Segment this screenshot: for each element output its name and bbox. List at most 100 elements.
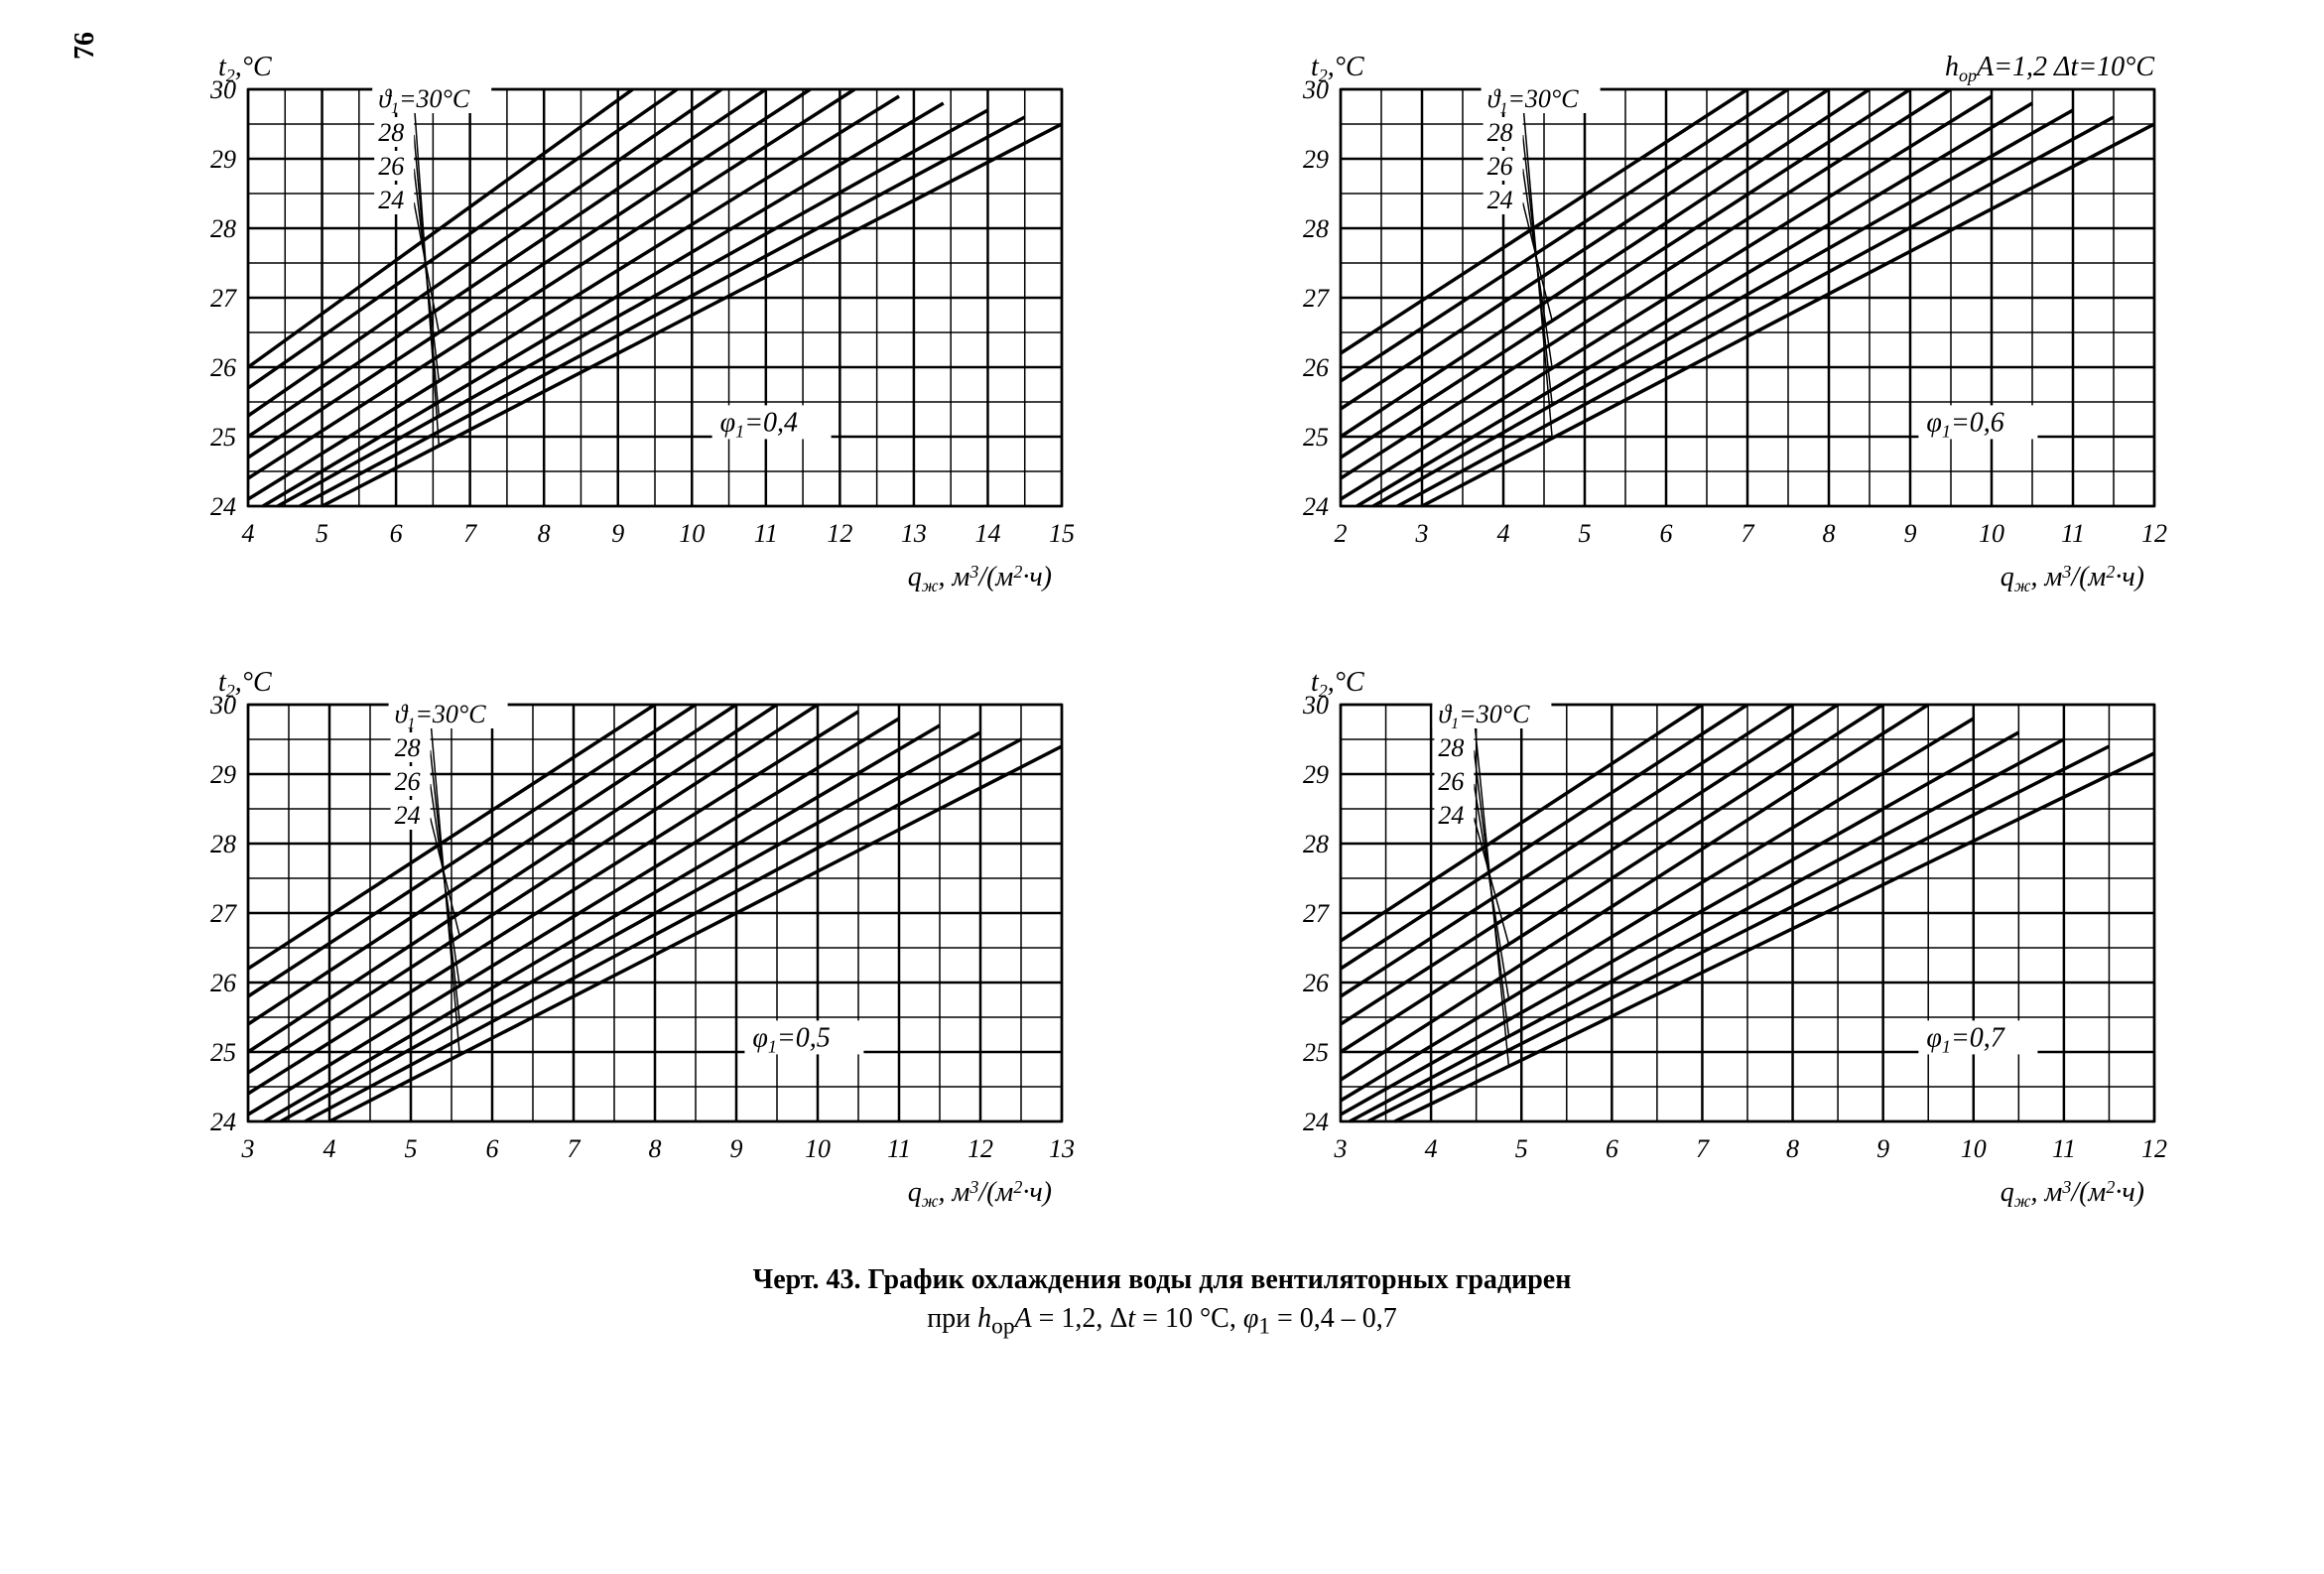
y-tick-label: 26: [210, 969, 236, 997]
x-tick-label: 11: [2061, 519, 2085, 548]
x-tick-label: 10: [805, 1134, 831, 1163]
series-label: 28: [1487, 118, 1513, 147]
y-tick-label: 29: [1303, 760, 1329, 789]
y-tick-label: 26: [1303, 969, 1329, 997]
series-line: [305, 739, 1021, 1121]
y-tick-label: 25: [1303, 1038, 1329, 1067]
y-tick-label: 27: [210, 284, 237, 313]
y-tick-label: 26: [1303, 353, 1329, 382]
chart-svg: 2425262728293023456789101112t2,°Cqж, м3/…: [1251, 40, 2184, 615]
series-label: 26: [395, 767, 421, 796]
x-tick-label: 15: [1049, 519, 1075, 548]
phi-label: φ1=0,6: [1926, 407, 2003, 441]
x-tick-label: 8: [649, 1134, 662, 1163]
y-tick-label: 28: [210, 830, 236, 858]
series-label: 24: [1487, 186, 1513, 214]
y-tick-label: 29: [1303, 145, 1329, 174]
chart-phi05: 24252627282930345678910111213t2,°Cqж, м3…: [159, 655, 1192, 1231]
y-tick-label: 25: [1303, 423, 1329, 452]
y-tick-label: 28: [210, 214, 236, 243]
y-tick-label: 29: [210, 760, 236, 789]
x-tick-label: 11: [2052, 1134, 2076, 1163]
chart-phi07: 242526272829303456789101112t2,°Cqж, м3/(…: [1251, 655, 2284, 1231]
series-label: 28: [395, 733, 421, 762]
series-line: [1373, 110, 2073, 506]
y-tick-label: 24: [210, 492, 236, 521]
y-tick-label: 25: [210, 423, 236, 452]
series-leader: [414, 169, 439, 381]
y-tick-label: 28: [1303, 214, 1329, 243]
x-tick-label: 12: [968, 1134, 993, 1163]
series-line: [281, 732, 980, 1121]
y-tick-label: 24: [1303, 1108, 1329, 1136]
x-tick-label: 9: [611, 519, 624, 548]
x-tick-label: 4: [323, 1134, 336, 1163]
x-tick-label: 14: [974, 519, 1000, 548]
series-line: [1350, 739, 2064, 1121]
series-line: [248, 89, 677, 388]
x-tick-label: 8: [1786, 1134, 1799, 1163]
page-number: 76: [69, 32, 101, 60]
x-tick-label: 6: [1660, 519, 1673, 548]
series-leader: [431, 784, 460, 985]
x-tick-label: 2: [1335, 519, 1348, 548]
y-tick-label: 27: [1303, 284, 1330, 313]
x-tick-label: 11: [887, 1134, 911, 1163]
series-label: 24: [1438, 801, 1464, 830]
chart-svg: 242526272829303456789101112t2,°Cqж, м3/(…: [1251, 655, 2184, 1231]
series-line: [1341, 705, 1747, 969]
y-axis-label: t2,°C: [1311, 667, 1364, 701]
series-label: 28: [1438, 733, 1464, 762]
series-label: 24: [395, 801, 421, 830]
y-tick-label: 25: [210, 1038, 236, 1067]
top-right-annotation: hорA=1,2 Δt=10°C: [1945, 52, 2154, 85]
chart-phi06: 2425262728293023456789101112t2,°Cqж, м3/…: [1251, 40, 2284, 615]
x-tick-label: 7: [1742, 519, 1755, 548]
x-tick-label: 9: [730, 1134, 743, 1163]
page-root: 76 24252627282930456789101112131415t2,°C…: [40, 40, 2284, 1343]
x-axis-label: qж, м3/(м2·ч): [2001, 562, 2144, 595]
y-axis-label: t2,°C: [218, 667, 272, 701]
x-tick-label: 7: [1696, 1134, 1710, 1163]
x-axis-label: qж, м3/(м2·ч): [908, 1177, 1052, 1211]
y-tick-label: 27: [210, 899, 237, 928]
series-line: [1341, 705, 1928, 1080]
y-tick-label: 26: [210, 353, 236, 382]
x-tick-label: 9: [1904, 519, 1917, 548]
x-tick-label: 11: [754, 519, 778, 548]
x-tick-label: 8: [1823, 519, 1836, 548]
y-tick-label: 24: [1303, 492, 1329, 521]
caption-line2: при hорA = 1,2, Δt = 10 °C, φ1 = 0,4 – 0…: [40, 1299, 2284, 1343]
x-tick-label: 10: [1979, 519, 2004, 548]
chart-svg: 24252627282930345678910111213t2,°Cqж, м3…: [159, 655, 1092, 1231]
phi-label: φ1=0,7: [1926, 1022, 2004, 1056]
y-tick-label: 29: [210, 145, 236, 174]
y-tick-label: 24: [210, 1108, 236, 1136]
y-tick-label: 27: [1303, 899, 1330, 928]
x-tick-label: 4: [1425, 1134, 1438, 1163]
x-tick-label: 5: [1515, 1134, 1528, 1163]
x-tick-label: 8: [538, 519, 551, 548]
x-tick-label: 9: [1876, 1134, 1889, 1163]
x-tick-label: 6: [486, 1134, 499, 1163]
series-label: 28: [378, 118, 404, 147]
caption-line1: Черт. 43. График охлаждения воды для вен…: [40, 1260, 2284, 1299]
x-tick-label: 6: [1606, 1134, 1618, 1163]
x-tick-label: 13: [1049, 1134, 1075, 1163]
y-tick-label: 28: [1303, 830, 1329, 858]
x-tick-label: 5: [316, 519, 328, 548]
phi-label: φ1=0,4: [720, 407, 798, 441]
x-axis-label: qж, м3/(м2·ч): [2001, 1177, 2144, 1211]
series-line: [264, 725, 940, 1121]
x-tick-label: 3: [1334, 1134, 1348, 1163]
y-axis-label: t2,°C: [1311, 52, 1364, 85]
y-axis-label: t2,°C: [218, 52, 272, 85]
phi-label: φ1=0,5: [752, 1022, 830, 1056]
x-tick-label: 7: [463, 519, 477, 548]
chart-svg: 24252627282930456789101112131415t2,°Cqж,…: [159, 40, 1092, 615]
x-tick-label: 12: [2141, 519, 2167, 548]
series-label: 24: [378, 186, 404, 214]
series-label: 26: [378, 152, 404, 181]
x-tick-label: 4: [242, 519, 255, 548]
x-tick-label: 7: [568, 1134, 581, 1163]
